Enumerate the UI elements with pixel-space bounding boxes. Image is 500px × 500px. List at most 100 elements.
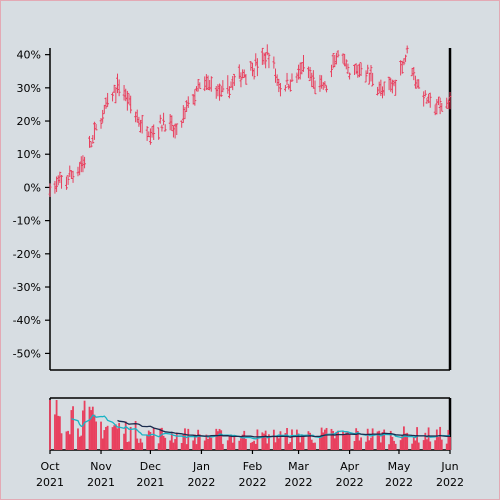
volume-bar (49, 400, 51, 450)
volume-bar (286, 428, 288, 450)
volume-bar (72, 406, 74, 450)
volume-bar (414, 440, 417, 450)
volume-bar (274, 442, 277, 450)
volume-bar (124, 421, 127, 450)
volume-bar (276, 436, 279, 450)
volume-bar (253, 440, 256, 450)
y-tick-label: -20% (13, 248, 41, 261)
volume-bar (391, 436, 394, 450)
volume-bar (67, 430, 70, 450)
volume-bar (314, 442, 316, 450)
volume-bar (394, 443, 397, 450)
volume-bar (389, 430, 392, 450)
volume-bar (393, 440, 395, 450)
volume-bar (439, 426, 442, 450)
volume-bar (123, 433, 125, 450)
volume-bar (88, 406, 91, 450)
volume-bar (180, 442, 183, 450)
volume-bar (406, 432, 409, 450)
volume-bar (192, 440, 195, 450)
y-tick-label: -50% (13, 347, 41, 360)
volume-bar (157, 443, 160, 450)
volume-bar (77, 428, 79, 450)
volume-bar (93, 414, 96, 450)
volume-bar (114, 424, 117, 450)
volume-bar (249, 442, 252, 450)
volume-bar (169, 440, 172, 450)
volume-bar (228, 436, 231, 450)
volume-bar (401, 435, 404, 450)
volume-bar (149, 432, 152, 450)
volume-bar (83, 400, 86, 450)
volume-bar (261, 432, 264, 450)
volume-bar (291, 429, 293, 450)
x-tick-label-year: 2021 (87, 476, 115, 489)
volume-bar (226, 440, 229, 450)
volume-ma-fast-line (71, 414, 451, 440)
volume-bar (325, 427, 328, 450)
volume-bar (161, 427, 163, 450)
volume-bar (65, 431, 68, 450)
volume-bar (141, 442, 144, 450)
volume-bar (289, 442, 292, 450)
volume-bar (416, 427, 418, 450)
volume-bar (302, 436, 305, 450)
volume-bar (299, 442, 302, 450)
volume-bar (134, 420, 137, 450)
volume-bar (284, 433, 287, 450)
volume-bar (55, 400, 58, 450)
volume-bar (355, 428, 358, 450)
volume-bar (244, 438, 247, 450)
volume-bar (208, 436, 211, 450)
volume-bar (388, 444, 390, 450)
volume-bar (417, 442, 420, 450)
volume-bar (126, 442, 129, 450)
volume-bar (240, 438, 242, 450)
volume-bar (170, 432, 173, 450)
volume-bar (272, 429, 275, 450)
volume-bar (151, 436, 153, 450)
volume-bar (146, 434, 149, 450)
volume-bar (404, 433, 407, 450)
volume-bar (105, 426, 107, 450)
y-tick-label: -30% (13, 281, 41, 294)
volume-bar (78, 436, 81, 450)
volume-bar (323, 429, 326, 450)
volume-bar (113, 425, 116, 450)
volume-bar (207, 438, 209, 450)
volume-bar (100, 421, 102, 450)
volume-bar (106, 425, 109, 450)
x-tick-label-year: 2022 (336, 476, 364, 489)
volume-bar-group (49, 400, 451, 450)
volume-bar (381, 432, 384, 450)
volume-bar (111, 427, 114, 450)
volume-bar (174, 439, 177, 450)
volume-bar (238, 440, 241, 450)
volume-bar (172, 442, 175, 450)
volume-bar (264, 430, 267, 450)
volume-bar (445, 443, 448, 450)
volume-bar (182, 434, 185, 450)
volume-bar (80, 435, 83, 450)
volume-bar (287, 443, 290, 450)
volume-bar (337, 430, 339, 450)
volume-bar (300, 435, 303, 450)
volume-bar (320, 427, 323, 450)
volume-bar (427, 427, 430, 450)
volume-bar (195, 444, 198, 450)
y-tick-label: -10% (13, 215, 41, 228)
volume-bar (254, 443, 257, 450)
volume-bar (277, 438, 280, 450)
volume-bar (137, 442, 140, 450)
volume-bar (348, 433, 351, 450)
x-tick-label-month: Oct (40, 460, 60, 473)
volume-bar (412, 436, 415, 450)
y-tick-label: 30% (17, 82, 41, 95)
volume-bar (434, 440, 437, 450)
ohlc-bar-group (48, 44, 452, 198)
volume-bar (309, 432, 311, 450)
volume-bar (184, 428, 186, 450)
volume-bar (365, 441, 367, 450)
volume-bar (164, 437, 167, 450)
volume-bar (175, 432, 178, 450)
